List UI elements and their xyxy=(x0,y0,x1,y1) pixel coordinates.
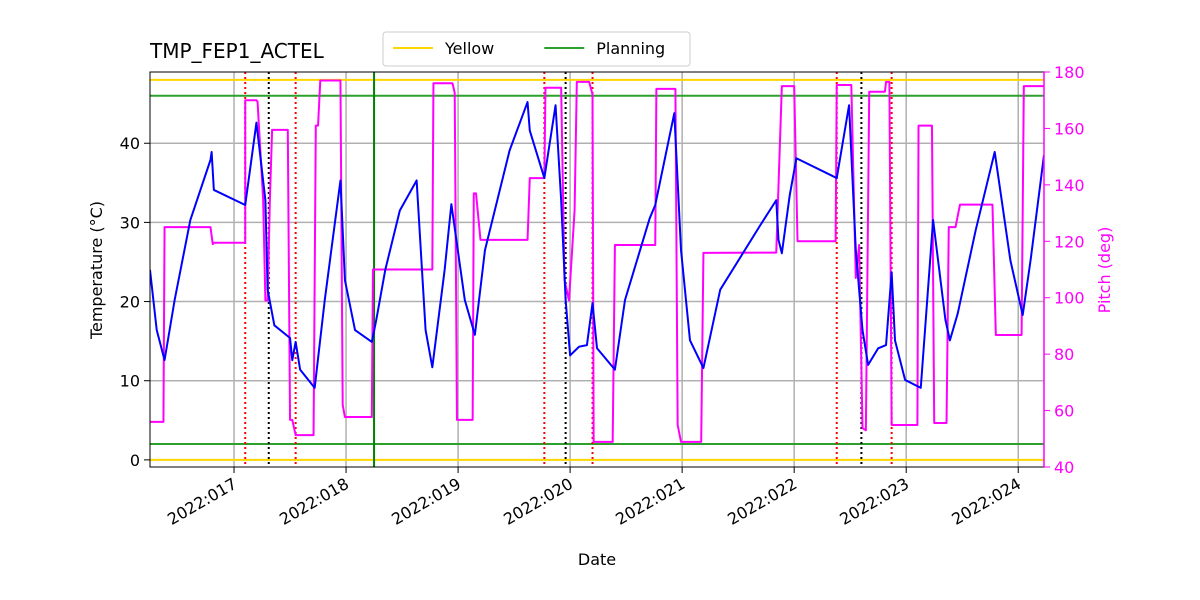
y-tick-label: 20 xyxy=(120,293,140,312)
plot-area xyxy=(150,72,1044,467)
y2-tick-label: 80 xyxy=(1054,345,1074,364)
y-tick-label: 0 xyxy=(130,451,140,470)
y-axis-label: Temperature (°C) xyxy=(87,201,106,340)
y2-tick-label: 180 xyxy=(1054,63,1085,82)
x-tick-label: 2022:019 xyxy=(388,474,464,529)
y2-tick-label: 40 xyxy=(1054,458,1074,477)
y2-tick-label: 140 xyxy=(1054,176,1085,195)
y-tick-label: 10 xyxy=(120,372,140,391)
x-tick-label: 2022:023 xyxy=(836,474,912,529)
legend-box xyxy=(382,31,691,67)
legend-label: Yellow xyxy=(444,39,494,58)
y2-axis-label: Pitch (deg) xyxy=(1095,227,1114,314)
x-tick-label: 2022:018 xyxy=(276,474,352,529)
x-tick-label: 2022:022 xyxy=(724,474,800,529)
legend-label: Planning xyxy=(596,39,665,58)
y2-tick-label: 160 xyxy=(1054,119,1085,138)
x-tick-label: 2022:020 xyxy=(500,474,576,529)
x-tick-label: 2022:017 xyxy=(164,474,240,529)
x-tick-label: 2022:021 xyxy=(612,474,688,529)
y2-tick-label: 120 xyxy=(1054,232,1085,251)
plot-frame xyxy=(149,71,1045,468)
x-tick-label: 2022:024 xyxy=(948,474,1024,529)
chart-title: TMP_FEP1_ACTEL xyxy=(149,39,325,63)
y-tick-label: 30 xyxy=(120,213,140,232)
data-line xyxy=(150,101,1044,389)
x-axis-label: Date xyxy=(578,550,616,569)
y2-tick-label: 60 xyxy=(1054,402,1074,421)
y2-tick-label: 100 xyxy=(1054,289,1085,308)
data-line xyxy=(150,79,1044,443)
y-tick-label: 40 xyxy=(120,134,140,153)
